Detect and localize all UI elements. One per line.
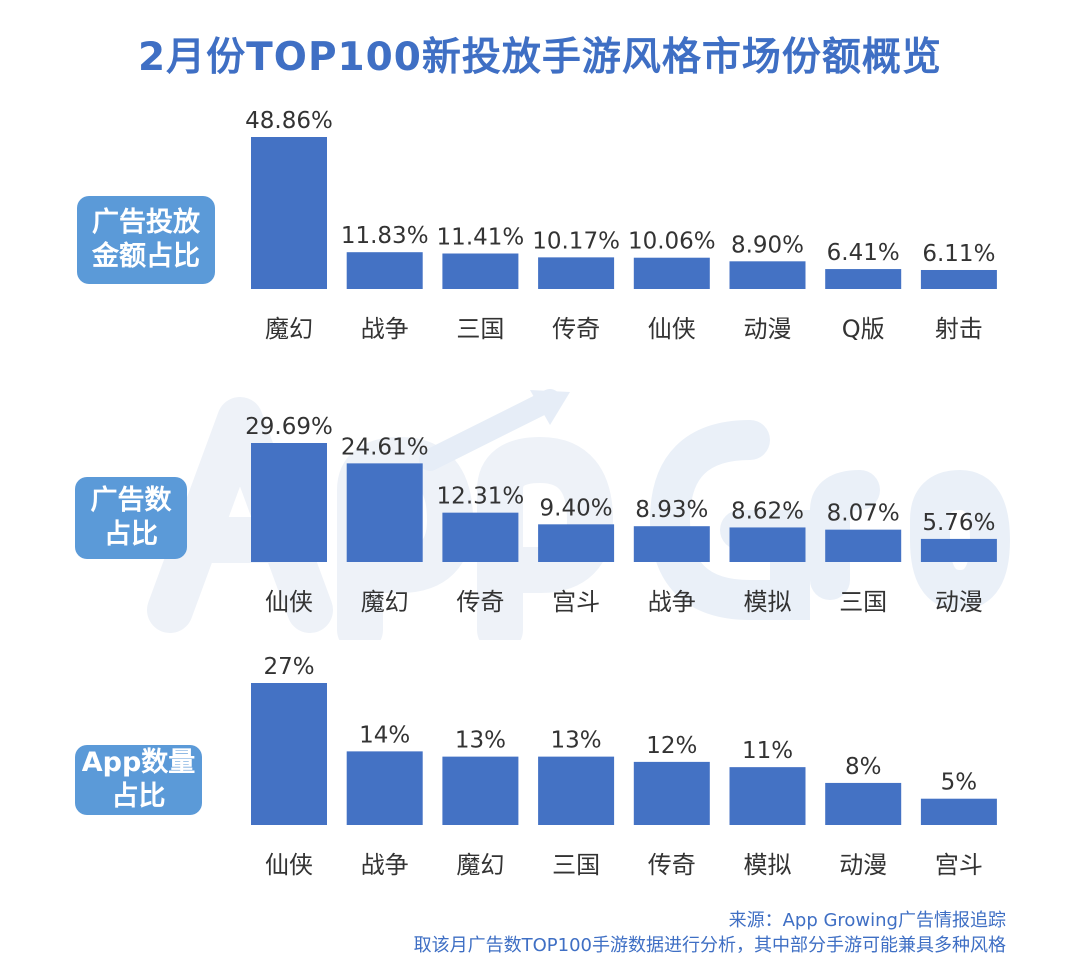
- value-label: 8.93%: [635, 497, 708, 523]
- value-label: 11%: [742, 738, 793, 764]
- value-label: 48.86%: [245, 108, 333, 134]
- value-label: 6.11%: [922, 241, 995, 267]
- bar-传奇: [442, 512, 519, 562]
- value-label: 24.61%: [341, 434, 429, 460]
- bar-传奇: [538, 257, 615, 289]
- value-label: 10.06%: [628, 229, 716, 255]
- bar-仙侠: [251, 443, 327, 562]
- badge-ad-count-share: 广告数 占比: [75, 477, 187, 559]
- bar-仙侠: [251, 683, 327, 825]
- badge-line: 占比: [111, 781, 166, 812]
- bar-动漫: [729, 261, 806, 289]
- bar-Q版: [825, 269, 902, 289]
- badge-ad-spend-share: 广告投放 金额占比: [77, 196, 215, 284]
- category-label: 仙侠: [265, 588, 313, 616]
- category-label: 传奇: [552, 315, 600, 343]
- badge-line: App数量: [81, 747, 196, 778]
- value-label: 13%: [455, 728, 506, 754]
- value-label: 29.69%: [245, 414, 333, 440]
- bar-模拟: [729, 527, 806, 562]
- bar-动漫: [920, 538, 997, 562]
- bar-战争: [346, 751, 423, 825]
- category-label: 战争: [648, 588, 696, 616]
- value-label: 11.83%: [341, 223, 429, 249]
- badge-line: 占比: [104, 519, 158, 550]
- value-label: 8.07%: [827, 501, 900, 527]
- category-label: 战争: [361, 851, 409, 879]
- badge-line: 广告数: [90, 485, 172, 516]
- bar-三国: [538, 756, 615, 825]
- badge-line: 金额占比: [92, 241, 200, 272]
- source-line: 取该月广告数TOP100手游数据进行分析，其中部分手游可能兼具多种风格: [413, 935, 1006, 956]
- bar-三国: [825, 529, 902, 562]
- bar-战争: [633, 526, 710, 562]
- badge-app-count-share: App数量 占比: [75, 745, 202, 815]
- value-label: 5.76%: [922, 510, 995, 536]
- category-label: Q版: [842, 315, 885, 343]
- bar-射击: [920, 269, 997, 289]
- badge-line: 广告投放: [92, 207, 200, 238]
- value-label: 10.17%: [532, 228, 620, 254]
- value-label: 27%: [263, 654, 314, 680]
- category-label: 三国: [839, 588, 887, 616]
- category-label: 三国: [456, 315, 504, 343]
- bar-魔幻: [251, 137, 327, 289]
- value-label: 5%: [941, 770, 978, 796]
- category-label: 模拟: [744, 588, 792, 616]
- bar-模拟: [729, 767, 806, 825]
- category-label: 仙侠: [265, 851, 313, 879]
- bar-仙侠: [633, 257, 710, 289]
- bar-宫斗: [538, 524, 615, 562]
- bar-传奇: [633, 761, 710, 825]
- category-label: 动漫: [839, 851, 887, 879]
- category-label: 仙侠: [648, 315, 696, 343]
- value-label: 8.62%: [731, 498, 804, 524]
- category-label: 射击: [935, 315, 983, 343]
- value-label: 8%: [845, 754, 882, 780]
- category-label: 模拟: [744, 851, 792, 879]
- category-label: 三国: [552, 851, 600, 879]
- category-label: 传奇: [456, 588, 504, 616]
- category-label: 宫斗: [935, 851, 983, 879]
- category-label: 魔幻: [265, 315, 313, 343]
- value-label: 9.40%: [540, 495, 613, 521]
- category-label: 动漫: [744, 315, 792, 343]
- category-label: 宫斗: [552, 588, 600, 616]
- value-label: 12.31%: [437, 484, 525, 510]
- value-label: 6.41%: [827, 240, 900, 266]
- category-label: 魔幻: [456, 851, 504, 879]
- bar-宫斗: [920, 798, 997, 825]
- category-label: 动漫: [935, 588, 983, 616]
- value-label: 14%: [359, 722, 410, 748]
- bar-魔幻: [346, 463, 423, 562]
- category-label: 战争: [361, 315, 409, 343]
- bar-魔幻: [442, 756, 519, 825]
- source-note: 来源：App Growing广告情报追踪 取该月广告数TOP100手游数据进行分…: [414, 908, 1006, 958]
- category-label: 魔幻: [361, 588, 409, 616]
- bar-三国: [442, 253, 519, 289]
- value-label: 8.90%: [731, 232, 804, 258]
- page-title: 2月份TOP100新投放手游风格市场份额概览: [138, 35, 942, 80]
- value-label: 12%: [646, 733, 697, 759]
- value-label: 11.41%: [437, 225, 525, 251]
- bar-动漫: [825, 782, 902, 825]
- source-line: 来源：App Growing广告情报追踪: [728, 910, 1006, 931]
- value-label: 13%: [551, 728, 602, 754]
- category-label: 传奇: [648, 851, 696, 879]
- bar-战争: [346, 252, 423, 289]
